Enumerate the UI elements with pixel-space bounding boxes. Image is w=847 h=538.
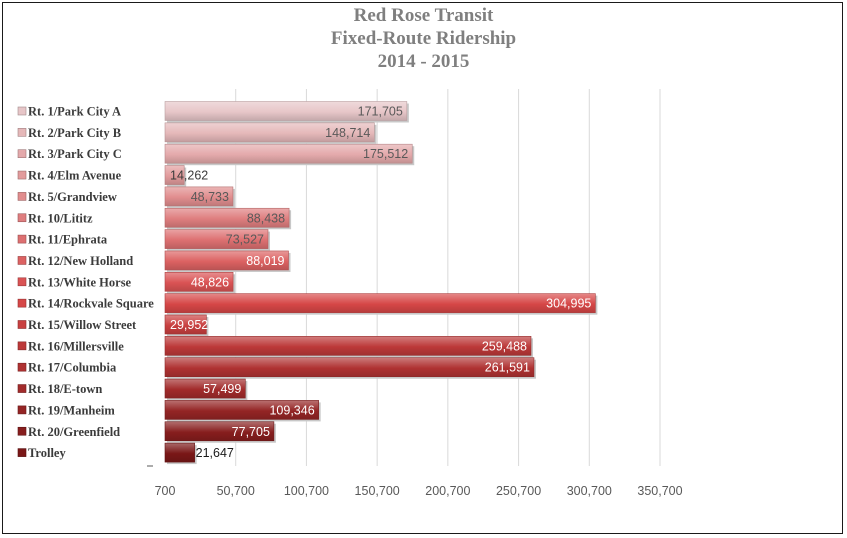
x-tick-label: 100,700 (284, 484, 329, 498)
category-label: Rt. 11/Ephrata (28, 233, 108, 247)
category-marker (17, 106, 27, 116)
category-label: Rt. 14/Rockvale Square (28, 297, 154, 311)
x-tick-label: 300,700 (567, 484, 612, 498)
category-marker (17, 298, 27, 308)
category-label: Rt. 3/Park City C (28, 147, 122, 161)
bar (164, 336, 532, 356)
category-label: Rt. 1/Park City A (28, 105, 121, 119)
data-label: 109,346 (269, 403, 314, 417)
category-marker (17, 277, 27, 287)
category-marker (17, 256, 27, 265)
bar (164, 293, 596, 313)
category-marker (17, 213, 27, 223)
data-label: 175,512 (363, 147, 408, 161)
bar (164, 357, 535, 378)
data-label: 57,499 (203, 382, 241, 396)
category-marker (17, 405, 27, 415)
bar (164, 378, 246, 399)
data-label: 21,647 (196, 446, 234, 460)
x-tick-label: 350,700 (637, 484, 682, 498)
category-label: Rt. 20/Greenfield (28, 425, 120, 439)
bar (164, 207, 290, 228)
data-labels: 171,705 148,714 175,512 14,262 48,733 88,438 7… (170, 105, 591, 461)
category-label: Rt. 13/White Horse (28, 275, 132, 289)
x-tick-label: 250,700 (496, 484, 541, 498)
bar (164, 122, 375, 143)
x-tick-label: 700 (155, 484, 176, 498)
x-tick-label: 200,700 (425, 484, 470, 498)
category-marker (17, 362, 27, 372)
bar (164, 442, 195, 463)
bar (164, 250, 289, 271)
category-label: Rt. 15/Willow Street (28, 318, 137, 332)
data-label: 148,714 (325, 126, 370, 140)
bar (164, 101, 408, 121)
category-marker (17, 448, 27, 457)
category-label: Rt. 2/Park City B (28, 126, 121, 140)
bars (164, 101, 598, 465)
category-marker (17, 149, 27, 158)
category-marker (17, 170, 27, 180)
data-label: 304,995 (546, 297, 591, 311)
category-label: Rt. 5/Grandview (28, 190, 117, 204)
bar (164, 165, 185, 185)
category-label: Rt. 17/Columbia (28, 361, 117, 375)
category-label: Rt. 19/Manheim (28, 403, 115, 417)
data-label: 29,952 (170, 318, 208, 332)
bar (164, 400, 319, 420)
data-label: 259,488 (482, 339, 527, 353)
data-label: 77,705 (232, 425, 270, 439)
chart-title-line-1: Red Rose Transit (353, 5, 494, 26)
category-marker (17, 128, 27, 137)
bar (164, 186, 234, 207)
bar (164, 271, 234, 292)
data-label: 14,262 (170, 169, 208, 183)
category-marker (17, 320, 27, 329)
category-marker (17, 234, 27, 244)
bar (164, 229, 269, 249)
category-label: Rt. 4/Elm Avenue (28, 169, 122, 183)
data-label: 88,438 (247, 211, 285, 225)
data-label: 171,705 (358, 105, 403, 119)
bar (164, 421, 275, 442)
category-marker (17, 192, 27, 201)
category-labels: Rt. 1/Park City A Rt. 2/Park City B Rt. 3/… (17, 105, 154, 460)
data-label: 73,527 (226, 233, 264, 247)
category-marker (17, 384, 27, 393)
chart-title: Red Rose Transit Fixed-Route Ridership 2… (0, 4, 847, 73)
category-label: Rt. 16/Millersville (28, 339, 124, 353)
chart-title-line-2: Fixed-Route Ridership (330, 28, 517, 49)
x-tick-label: 50,700 (217, 484, 255, 498)
category-marker (17, 341, 27, 351)
data-label: 48,826 (191, 275, 229, 289)
chart-title-line-3: 2014 - 2015 (377, 51, 470, 72)
category-label: Rt. 12/New Holland (28, 254, 133, 268)
x-tick-label: 150,700 (355, 484, 400, 498)
category-label: Rt. 18/E-town (28, 382, 102, 396)
x-axis-tick-labels: 700 50,700 100,700 150,700 200,700 250,700 300… (155, 484, 683, 498)
category-marker (17, 426, 27, 436)
bar (164, 143, 413, 164)
data-label: 261,591 (485, 361, 530, 375)
data-label: 88,019 (246, 254, 284, 268)
data-label: 48,733 (191, 190, 229, 204)
category-label: Trolley (28, 446, 66, 460)
category-label: Rt. 10/Lititz (28, 211, 93, 225)
bar (164, 314, 207, 335)
